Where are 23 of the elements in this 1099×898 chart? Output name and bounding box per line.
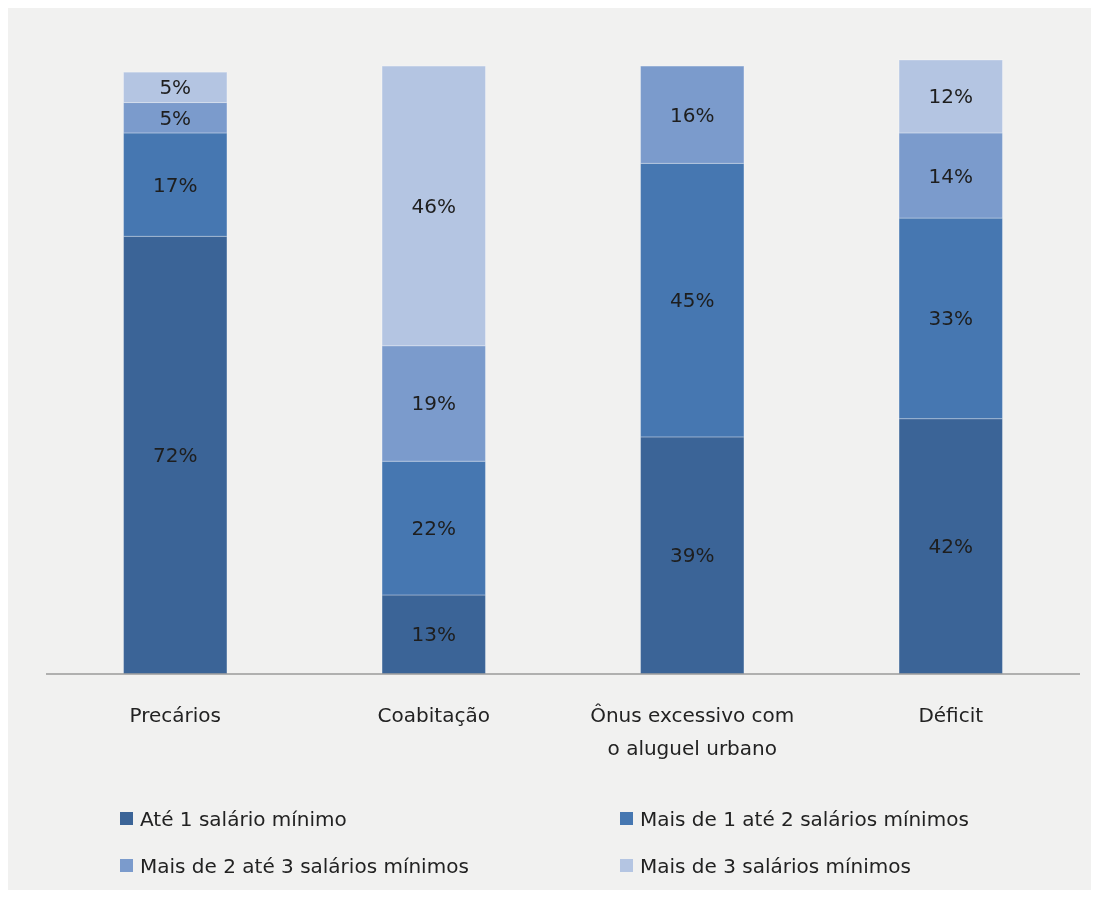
data-label: 72%	[153, 443, 198, 468]
data-label: 13%	[411, 622, 456, 647]
data-label: 19%	[411, 391, 456, 416]
legend-label: Mais de 1 até 2 salários mínimos	[640, 807, 969, 831]
x-tick-label: Ônus excessivo com o aluguel urbano	[590, 703, 795, 760]
x-tick-label: Precários	[129, 703, 221, 727]
data-label: 45%	[670, 288, 715, 313]
data-label: 33%	[928, 306, 973, 331]
legend-label: Mais de 3 salários mínimos	[640, 854, 911, 878]
data-label: 39%	[670, 543, 715, 568]
x-tick-label: Coabitação	[377, 703, 490, 727]
data-label: 5%	[159, 75, 192, 100]
data-label: 17%	[153, 172, 198, 197]
data-label: 5%	[159, 105, 192, 130]
x-tick-label: Déficit	[918, 703, 984, 727]
data-label: 14%	[928, 163, 973, 188]
legend-label: Até 1 salário mínimo	[140, 807, 347, 831]
data-label: 42%	[928, 534, 973, 559]
data-label: 46%	[411, 193, 456, 218]
legend-label: Mais de 2 até 3 salários mínimos	[140, 854, 469, 878]
data-label: 12%	[928, 84, 973, 109]
data-label: 16%	[670, 102, 715, 127]
data-label: 22%	[411, 516, 456, 541]
